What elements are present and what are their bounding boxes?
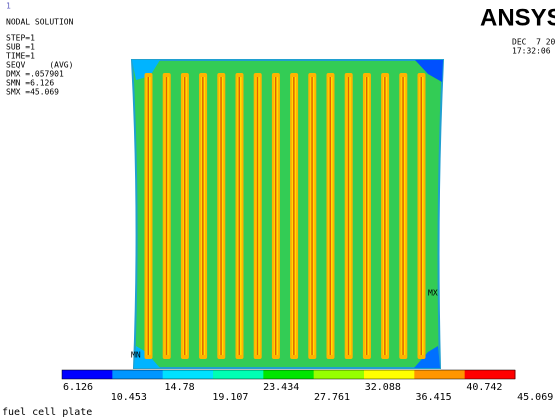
plate-body bbox=[132, 60, 443, 368]
slot-edge bbox=[348, 77, 350, 355]
slot-edge bbox=[330, 77, 332, 355]
slot-edge bbox=[184, 77, 186, 355]
legend-label: 32.088 bbox=[365, 382, 401, 393]
legend-label: 27.761 bbox=[314, 392, 350, 403]
legend-label: 6.126 bbox=[63, 382, 93, 393]
page: {"header": {"window_number": "1", "title… bbox=[0, 0, 555, 419]
body: 1 NODAL SOLUTION STEP=1 SUB =1 TIME=1 SE… bbox=[0, 0, 555, 419]
smn: SMN =6.126 bbox=[6, 79, 54, 88]
plate bbox=[132, 60, 443, 368]
step: STEP=1 bbox=[6, 34, 35, 43]
date: DEC 7 2005 bbox=[512, 38, 555, 47]
legend-label: 14.78 bbox=[165, 382, 195, 393]
title: NODAL SOLUTION bbox=[6, 18, 74, 27]
slot-edge bbox=[311, 77, 313, 355]
footer: fuel cell plate bbox=[2, 407, 92, 418]
legend-swatch bbox=[112, 370, 163, 379]
legend-swatch bbox=[314, 370, 365, 379]
max-marker: MX bbox=[428, 289, 438, 298]
legend-swatch bbox=[213, 370, 264, 379]
slot-edge bbox=[366, 77, 368, 355]
legend-label: 40.742 bbox=[466, 382, 502, 393]
clock: 17:32:06 bbox=[512, 47, 551, 56]
slot-edge bbox=[239, 77, 241, 355]
slot-edge bbox=[220, 77, 222, 355]
sub: SUB =1 bbox=[6, 43, 35, 52]
slot-edge bbox=[202, 77, 204, 355]
legend-swatch bbox=[62, 370, 113, 379]
slot-edge bbox=[402, 77, 404, 355]
time: TIME=1 bbox=[6, 52, 35, 61]
slot-edge bbox=[384, 77, 386, 355]
slot-edge bbox=[293, 77, 295, 355]
legend-swatch bbox=[465, 370, 516, 379]
legend-label: 36.415 bbox=[416, 392, 452, 403]
slot-edge bbox=[166, 77, 168, 355]
dmx: DMX =.057901 bbox=[6, 70, 64, 79]
legend-swatch bbox=[364, 370, 415, 379]
slot-edge bbox=[275, 77, 277, 355]
legend-label: 10.453 bbox=[111, 392, 147, 403]
legend-label: 23.434 bbox=[263, 382, 299, 393]
window-number: 1 bbox=[6, 2, 11, 11]
result: SEQV (AVG) bbox=[6, 61, 73, 70]
screenshot: 1 NODAL SOLUTION STEP=1 SUB =1 TIME=1 SE… bbox=[0, 0, 555, 419]
slot-edge bbox=[148, 77, 150, 355]
legend-label: 45.069 bbox=[517, 392, 553, 403]
smx: SMX =45.069 bbox=[6, 88, 59, 97]
slot-edge bbox=[421, 77, 423, 355]
slot-edge bbox=[257, 77, 259, 355]
legend-label: 19.107 bbox=[212, 392, 248, 403]
min-marker: MN bbox=[131, 351, 141, 360]
legend-swatch bbox=[263, 370, 314, 379]
legend-swatch bbox=[414, 370, 465, 379]
logo: ANSYS bbox=[480, 4, 555, 31]
legend-swatch bbox=[163, 370, 214, 379]
